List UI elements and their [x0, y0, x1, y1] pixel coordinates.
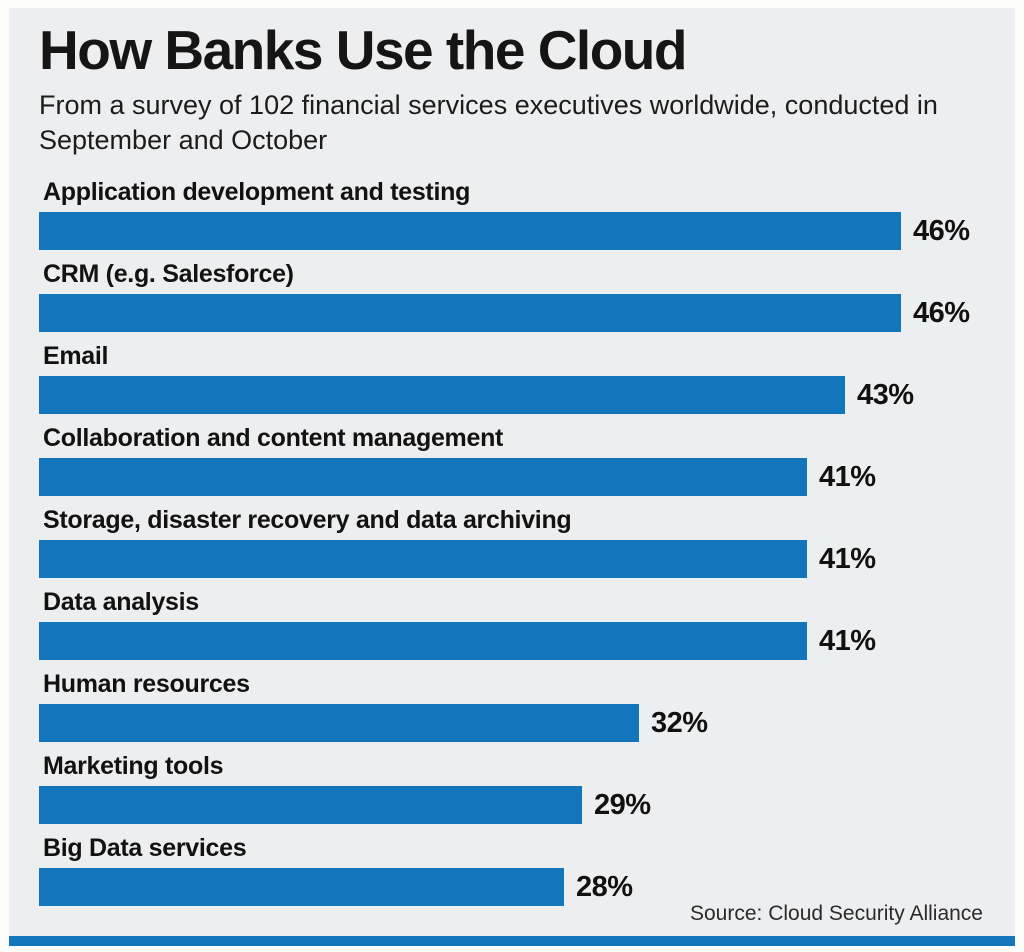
bar-label: Human resources: [43, 670, 250, 698]
bottom-accent-bar: [9, 936, 1015, 946]
bar-label: Data analysis: [43, 588, 199, 616]
chart-subtitle: From a survey of 102 financial services …: [39, 89, 938, 156]
bar-label: Big Data services: [43, 834, 247, 862]
bar-value: 43%: [857, 378, 914, 411]
bar-value: 41%: [819, 460, 876, 493]
bar-value: 41%: [819, 624, 876, 657]
bar-line: 41%: [39, 622, 985, 660]
chart-row: Application development and testing 46%: [39, 177, 985, 250]
chart-row: Big Data services 28%: [39, 833, 985, 906]
bar-value: 32%: [651, 706, 708, 739]
chart-row: Marketing tools 29%: [39, 751, 985, 824]
bar-label: Email: [43, 342, 109, 370]
bar-value: 41%: [819, 542, 876, 575]
bar-line: 41%: [39, 540, 985, 578]
bar: [39, 540, 807, 578]
bar: [39, 704, 639, 742]
bar-value: 46%: [913, 296, 970, 329]
chart-row: Storage, disaster recovery and data arch…: [39, 505, 985, 578]
bar: [39, 294, 901, 332]
bar-line: 46%: [39, 212, 985, 250]
chart-row: CRM (e.g. Salesforce) 46%: [39, 259, 985, 332]
bar-label: Collaboration and content management: [43, 424, 504, 452]
bar-chart: Application development and testing 46% CR…: [39, 177, 985, 906]
source-credit: Source: Cloud Security Alliance: [690, 902, 983, 925]
bar: [39, 212, 901, 250]
bar-line: 28%: [39, 868, 985, 906]
bar-value: 28%: [576, 870, 633, 903]
bar-line: 41%: [39, 458, 985, 496]
bar-label: Storage, disaster recovery and data arch…: [43, 506, 572, 534]
page-title: How Banks Use the Cloud: [39, 19, 687, 81]
bar-value: 46%: [913, 214, 970, 247]
bar: [39, 458, 807, 496]
bar-line: 29%: [39, 786, 985, 824]
bar: [39, 622, 807, 660]
bar-line: 43%: [39, 376, 985, 414]
chart-row: Human resources 32%: [39, 669, 985, 742]
bar-label: CRM (e.g. Salesforce): [43, 260, 294, 288]
bar-line: 32%: [39, 704, 985, 742]
bar: [39, 376, 845, 414]
bar-line: 46%: [39, 294, 985, 332]
bar: [39, 868, 564, 906]
bar-value: 29%: [594, 788, 651, 821]
bar: [39, 786, 582, 824]
bar-label: Marketing tools: [43, 752, 224, 780]
chart-panel: How Banks Use the Cloud From a survey of…: [9, 8, 1015, 946]
chart-row: Data analysis 41%: [39, 587, 985, 660]
chart-row: Email 43%: [39, 341, 985, 414]
chart-row: Collaboration and content management 41%: [39, 423, 985, 496]
bar-label: Application development and testing: [43, 178, 471, 206]
